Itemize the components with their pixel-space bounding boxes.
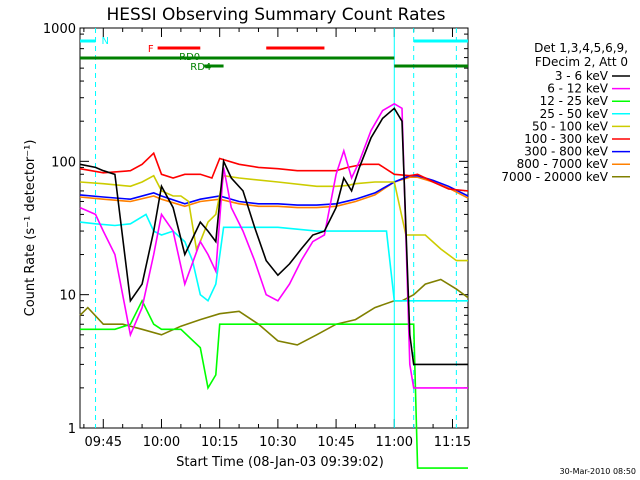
legend-label-100-300-kev: 100 - 300 keV [524,132,608,146]
legend-header-line-1: Det 1,3,4,5,6,9, [534,41,628,55]
x-axis-label: Start Time (08-Jan-03 09:39:02) [176,455,384,470]
series-line-800-7000-kev [79,176,469,209]
status-bar-label-n: N [102,36,109,47]
x-tick-label: 10:30 [259,435,296,450]
series-line-100-300-kev [79,151,469,192]
chart-title: HESSI Observing Summary Count Rates [106,5,445,25]
series-line-12-25-kev [80,299,468,469]
x-tick-label: 10:45 [317,435,354,450]
plot-area: 1 10 100 1000 09:45 10:00 10:15 10:30 10:45 11:0… [43,22,471,469]
status-bar-label-f: F [148,44,154,55]
series-layer [79,102,469,469]
legend-label-3-6-kev: 3 - 6 keV [555,69,609,83]
y-axis: 1 10 100 1000 [43,22,468,437]
status-bar-label-rd0: RD0 [179,52,200,63]
y-axis-label: Count Rate (s⁻¹ detector⁻¹) [23,140,38,317]
x-tick-label: 09:45 [85,435,122,450]
series-line-7000-20000-kev [79,278,469,346]
x-tick-label: 11:00 [376,435,413,450]
y-tick-label: 1000 [43,22,76,37]
legend-label-800-7000-kev: 800 - 7000 keV [517,157,609,171]
series-line-6-12-kev [79,102,468,389]
x-tick-label: 10:00 [143,435,180,450]
legend-label-12-25-kev: 12 - 25 keV [540,94,609,108]
series-line-50-100-kev [79,174,468,262]
status-bar-label-rd4: RD4 [190,62,211,73]
legend-label-7000-20000-kev: 7000 - 20000 keV [501,170,608,184]
legend-label-50-100-kev: 50 - 100 keV [532,119,609,133]
x-tick-label: 11:15 [434,435,471,450]
y-tick-label: 100 [51,155,76,170]
x-tick-label: 10:15 [201,435,238,450]
x-axis: 09:45 10:00 10:15 10:30 10:45 11:00 11:15 [83,28,471,450]
series-line-3-6-kev [79,107,468,366]
legend: Det 1,3,4,5,6,9, FDecim 2, Att 0 3 - 6 k… [501,41,630,184]
legend-header-line-2: FDecim 2, Att 0 [535,55,628,69]
legend-label-300-800-kev: 300 - 800 keV [524,145,608,159]
plot-frame [79,27,469,429]
legend-label-6-12-kev: 6 - 12 keV [547,82,609,96]
series-line-300-800-kev [79,174,469,206]
legend-label-25-50-kev: 25 - 50 keV [540,107,609,121]
y-tick-label: 10 [59,289,76,304]
y-tick-label: 1 [68,422,76,437]
footer-timestamp: 30-Mar-2010 08:50 [560,467,637,476]
series-line-25-50-kev [79,213,468,303]
